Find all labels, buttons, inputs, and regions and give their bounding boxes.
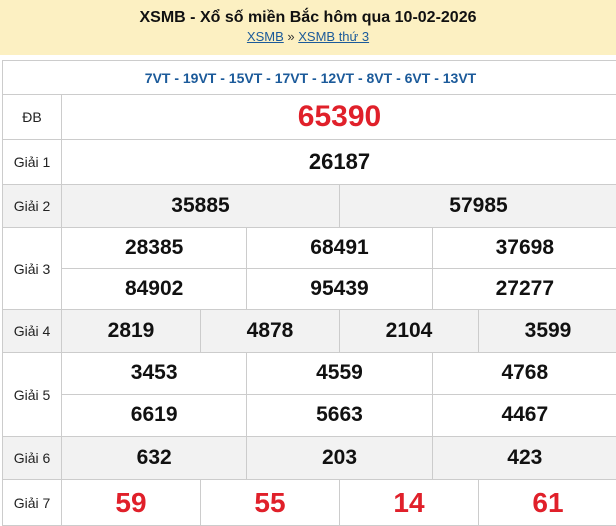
prize-number: 59 [62,480,201,525]
prize-label: Giải 3 [3,228,62,309]
prize-row: Giải 1 26187 [3,140,616,185]
prize-number: 2819 [62,310,201,352]
prize-row: Giải 5 3453 4559 4768 6619 5663 4467 [3,353,616,437]
prize-row: Giải 7 59 55 14 61 [3,480,616,526]
prize-number: 2104 [340,310,479,352]
page-title: XSMB - Xổ số miền Bắc hôm qua 10-02-2026 [139,9,477,26]
prize-number: 6619 [62,394,248,436]
breadcrumb: XSMB » XSMB thứ 3 [0,29,616,44]
prize-label: Giải 4 [3,310,62,352]
prize-number: 14 [340,480,479,525]
prize-row: Giải 6 632 203 423 [3,437,616,480]
breadcrumb-xsmb[interactable]: XSMB [246,29,284,44]
prize-number: 55 [201,480,340,525]
prize-number: 4768 [432,353,616,395]
prize-number: 27277 [433,269,616,310]
prize-number: 4878 [201,310,340,352]
prize-number: 35885 [62,185,340,227]
prize-number: 3453 [62,353,248,395]
prize-row: Giải 4 2819 4878 2104 3599 [3,310,616,353]
prize-number: 4467 [433,395,616,437]
prize-codes: 7VT - 19VT - 15VT - 17VT - 12VT - 8VT - … [3,61,616,95]
prize-number: 37698 [432,228,616,269]
prize-row: ĐB 65390 [3,95,616,140]
prize-label: Giải 7 [3,480,62,525]
prize-label: Giải 5 [3,353,62,436]
prize-number: 632 [62,437,248,479]
prize-number: 5663 [247,394,433,436]
results-table: 7VT - 19VT - 15VT - 17VT - 12VT - 8VT - … [2,60,616,526]
prize-number: 423 [433,437,616,479]
prize-row: Giải 2 35885 57985 [3,185,616,228]
page-header: XSMB - Xổ số miền Bắc hôm qua 10-02-2026… [0,0,616,55]
breadcrumb-xsmb-thu-3[interactable]: XSMB thứ 3 [298,29,370,44]
prize-number: 4559 [247,353,433,395]
prize-number: 68491 [247,228,433,269]
prize-number: 26187 [62,140,616,184]
breadcrumb-separator: » [287,29,295,44]
prize-number: 95439 [247,268,433,309]
prize-number: 203 [247,437,433,479]
prize-label: Giải 2 [3,185,62,227]
prize-number: 28385 [62,228,248,269]
prize-number: 65390 [62,95,616,139]
prize-number: 84902 [62,268,248,309]
prize-label: ĐB [3,95,62,139]
prize-number: 61 [479,480,616,525]
prize-number: 3599 [479,310,616,352]
prize-row: Giải 3 28385 68491 37698 84902 95439 27277 [3,228,616,310]
prize-number: 57985 [340,185,616,227]
prize-label: Giải 6 [3,437,62,479]
prize-label: Giải 1 [3,140,62,184]
